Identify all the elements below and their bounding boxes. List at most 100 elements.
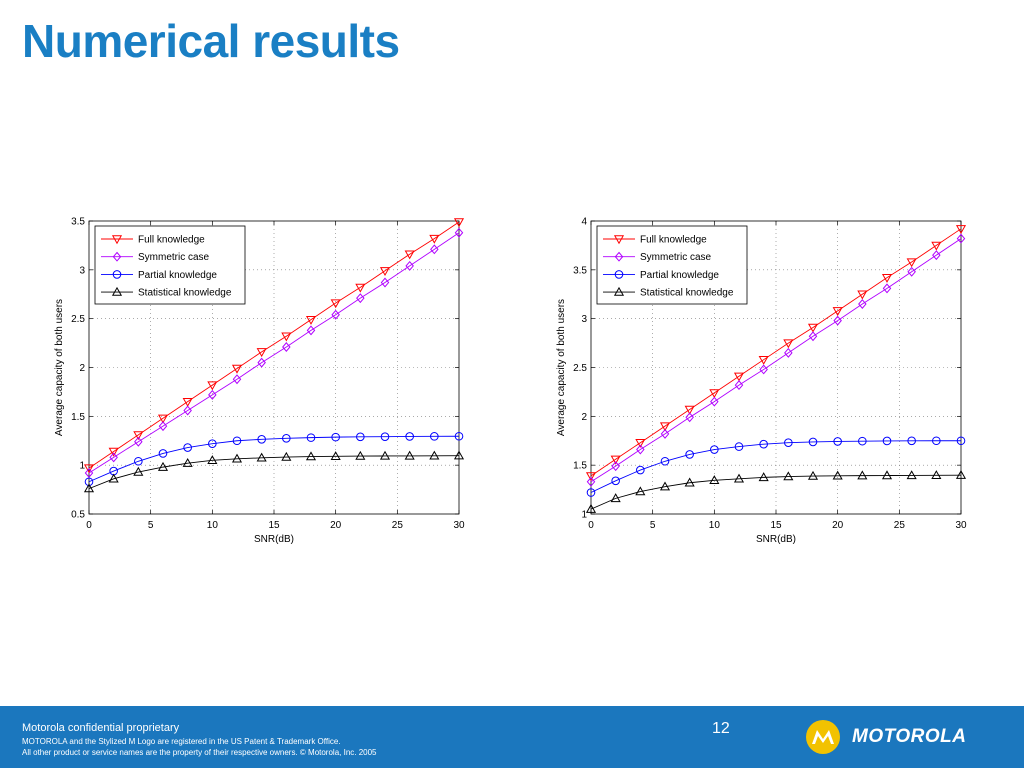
- data-point-statistical-knowledge: [182, 458, 193, 467]
- data-point-partial-knowledge: [331, 432, 340, 442]
- data-point-partial-knowledge: [158, 449, 168, 458]
- legend-label-full-knowledge: Full knowledge: [138, 235, 205, 246]
- data-point-full-knowledge: [783, 339, 794, 349]
- y-tick-label: 4: [581, 217, 587, 228]
- y-tick-label: 2: [581, 412, 587, 423]
- data-point-full-knowledge: [355, 283, 366, 293]
- legend-marker-symmetric-case: [112, 251, 122, 262]
- series-line-statistical-knowledge: [88, 455, 460, 490]
- y-tick-label: 3.5: [573, 265, 587, 276]
- data-point-symmetric-case: [660, 428, 670, 439]
- data-point-statistical-knowledge: [108, 473, 119, 483]
- y-tick-label: 1: [79, 461, 85, 472]
- data-point-partial-knowledge: [611, 476, 620, 486]
- data-point-full-knowledge: [256, 348, 267, 358]
- data-point-statistical-knowledge: [453, 450, 465, 460]
- x-tick-label: 0: [588, 520, 594, 531]
- slide-title: Numerical results: [22, 15, 400, 67]
- series-statistical-knowledge: [83, 450, 465, 493]
- data-point-partial-knowledge: [833, 437, 842, 446]
- data-point-statistical-knowledge: [857, 470, 868, 480]
- x-tick-label: 20: [330, 520, 342, 531]
- data-point-partial-knowledge: [282, 434, 291, 443]
- legend-label-statistical-knowledge: Statistical knowledge: [138, 288, 232, 299]
- series-partial-knowledge: [586, 436, 966, 497]
- data-point-statistical-knowledge: [330, 451, 341, 460]
- data-point-full-knowledge: [931, 241, 942, 251]
- data-point-symmetric-case: [331, 309, 340, 320]
- data-point-partial-knowledge: [882, 436, 892, 446]
- data-point-full-knowledge: [758, 355, 769, 365]
- data-point-symmetric-case: [257, 357, 266, 368]
- data-point-statistical-knowledge: [783, 471, 794, 481]
- legend-label-partial-knowledge: Partial knowledge: [138, 270, 217, 281]
- data-point-partial-knowledge: [660, 456, 670, 466]
- data-point-full-knowledge: [231, 364, 243, 374]
- data-point-symmetric-case: [808, 331, 818, 342]
- x-axis-label: SNR(dB): [254, 534, 294, 545]
- data-point-full-knowledge: [659, 422, 671, 432]
- data-point-statistical-knowledge: [758, 472, 769, 482]
- data-point-full-knowledge: [585, 472, 597, 482]
- data-point-symmetric-case: [454, 227, 464, 238]
- data-point-partial-knowledge: [907, 436, 916, 446]
- data-point-symmetric-case: [734, 380, 744, 391]
- x-tick-label: 5: [650, 520, 656, 531]
- data-point-partial-knowledge: [759, 439, 768, 449]
- data-point-statistical-knowledge: [83, 483, 95, 493]
- y-tick-label: 2.5: [573, 363, 587, 374]
- x-tick-label: 20: [832, 520, 844, 531]
- data-point-full-knowledge: [881, 273, 893, 283]
- data-point-partial-knowledge: [636, 465, 645, 475]
- data-point-full-knowledge: [108, 447, 119, 457]
- legend-label-symmetric-case: Symmetric case: [138, 252, 210, 263]
- series-symmetric-case: [586, 233, 966, 487]
- data-point-partial-knowledge: [932, 436, 941, 446]
- x-axis-label: SNR(dB): [756, 534, 796, 545]
- series-line-full-knowledge: [88, 221, 460, 469]
- legend-label-statistical-knowledge: Statistical knowledge: [640, 288, 734, 299]
- data-point-full-knowledge: [857, 290, 868, 300]
- data-point-symmetric-case: [356, 293, 365, 304]
- y-axis-label: Average capacity of both users: [556, 299, 567, 436]
- data-point-full-knowledge: [807, 323, 819, 333]
- footer-confidential: Motorola confidential proprietary: [22, 722, 180, 734]
- data-point-statistical-knowledge: [281, 451, 292, 461]
- x-tick-label: 5: [148, 520, 154, 531]
- x-tick-label: 25: [392, 520, 404, 531]
- data-point-statistical-knowledge: [881, 470, 893, 480]
- data-point-symmetric-case: [306, 325, 316, 336]
- data-point-partial-knowledge: [183, 443, 192, 452]
- series-statistical-knowledge: [585, 470, 967, 513]
- data-point-symmetric-case: [405, 260, 414, 271]
- motorola-logo-icon: [806, 720, 840, 754]
- data-point-statistical-knowledge: [709, 475, 720, 485]
- data-point-full-knowledge: [610, 455, 621, 465]
- data-point-full-knowledge: [709, 389, 720, 399]
- series-line-symmetric-case: [88, 232, 460, 474]
- data-point-symmetric-case: [611, 461, 620, 472]
- y-tick-label: 1.5: [71, 412, 85, 423]
- data-point-symmetric-case: [282, 342, 291, 352]
- data-point-partial-knowledge: [808, 437, 818, 447]
- x-tick-label: 10: [709, 520, 721, 531]
- data-point-full-knowledge: [453, 218, 465, 228]
- data-point-full-knowledge: [207, 381, 218, 391]
- data-point-symmetric-case: [430, 244, 439, 255]
- y-tick-label: 3.5: [71, 217, 85, 228]
- data-point-statistical-knowledge: [305, 451, 317, 461]
- data-point-statistical-knowledge: [684, 477, 695, 487]
- data-point-partial-knowledge: [685, 450, 694, 459]
- series-line-partial-knowledge: [590, 440, 961, 493]
- data-point-full-knowledge: [955, 225, 967, 235]
- data-point-symmetric-case: [134, 436, 143, 447]
- data-point-symmetric-case: [710, 396, 719, 407]
- data-point-symmetric-case: [882, 283, 892, 294]
- data-point-statistical-knowledge: [429, 450, 440, 460]
- footer-copyright: All other product or service names are t…: [22, 748, 377, 757]
- data-point-partial-knowledge: [208, 439, 217, 448]
- x-tick-label: 0: [86, 520, 92, 531]
- data-point-statistical-knowledge: [733, 473, 745, 483]
- x-tick-label: 30: [955, 520, 967, 531]
- data-point-statistical-knowledge: [659, 481, 671, 491]
